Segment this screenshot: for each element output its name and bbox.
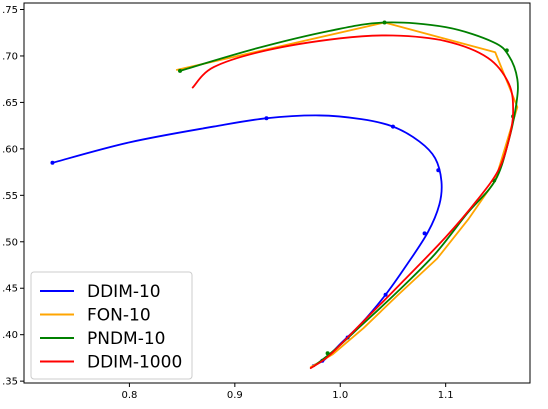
series-point-PNDM-10 (178, 68, 183, 73)
y-axis: .35 .40 .45 .50 .55 .60 .65 .70 .75 (2, 5, 24, 388)
axes-frame (23, 2, 531, 384)
series-point-DDIM-10 (50, 160, 55, 165)
y-tick-label: .50 (2, 237, 18, 248)
x-tick-label: 1.1 (438, 390, 454, 401)
y-tick-label: .75 (2, 5, 18, 16)
series-point-DDIM-10 (390, 124, 395, 129)
x-tick-label: 1.0 (332, 390, 348, 401)
y-tick-label: .40 (2, 330, 18, 341)
y-tick-label: .60 (2, 144, 18, 155)
y-tick-label: .65 (2, 98, 18, 109)
series-point-PNDM-10 (504, 48, 509, 53)
plot-area (50, 20, 519, 370)
series-line-PNDM-10 (179, 21, 519, 368)
legend-label-DDIM-10: DDIM-10 (87, 282, 161, 302)
legend-label-PNDM-10: PNDM-10 (87, 329, 166, 349)
x-tick-label: 0.9 (227, 390, 243, 401)
series-point-PNDM-10 (382, 20, 387, 25)
y-tick-label: .70 (2, 51, 18, 62)
series-point-DDIM-10 (264, 116, 269, 121)
series-point-DDIM-10 (422, 231, 427, 236)
y-tick-label: .45 (2, 284, 18, 295)
series-point-DDIM-10 (436, 168, 441, 173)
series-point-DDIM-10 (383, 292, 388, 297)
series-line-FON-10 (175, 21, 519, 369)
series-point-PNDM-10 (325, 351, 330, 356)
legend-label-DDIM-1000: DDIM-1000 (87, 353, 182, 373)
y-tick-label: .55 (2, 191, 18, 202)
y-tick-label: .35 (2, 377, 18, 388)
x-tick-label: 0.8 (121, 390, 137, 401)
x-axis: 0.8 0.9 1.0 1.1 (121, 383, 454, 401)
legend: DDIM-10 FON-10 PNDM-10 DDIM-1000 (30, 271, 193, 380)
legend-box (30, 271, 193, 380)
legend-label-FON-10: FON-10 (87, 306, 151, 326)
series-line-DDIM-1000 (191, 34, 515, 370)
